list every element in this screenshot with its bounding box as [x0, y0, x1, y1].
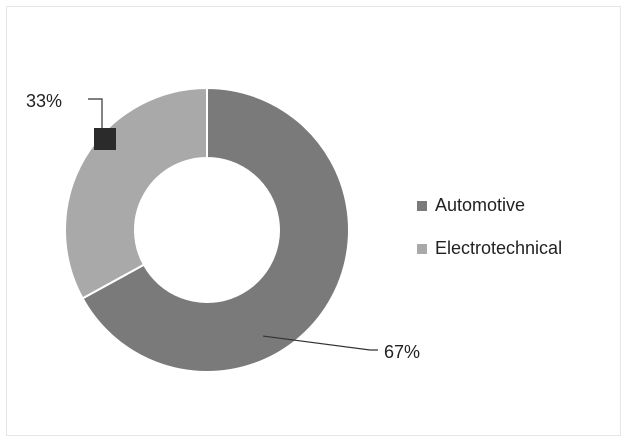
- leader-lines: [88, 98, 378, 351]
- legend-swatch-automotive: [417, 201, 427, 211]
- legend-label-electrotechnical: Electrotechnical: [435, 238, 562, 258]
- leader-line-automotive: [263, 335, 378, 351]
- leader-line-electrotechnical: [88, 98, 103, 135]
- legend-label-automotive: Automotive: [435, 195, 525, 215]
- legend: Automotive Electrotechnical: [417, 195, 562, 258]
- data-label-electrotechnical: 33%: [26, 91, 62, 111]
- data-labels: 67% 33%: [26, 91, 420, 362]
- slice-electrotechnical: [64, 86, 208, 300]
- data-label-automotive: 67%: [384, 342, 420, 362]
- label-marker-electrotechnical: [94, 128, 116, 150]
- slice-automotive: [81, 86, 350, 373]
- legend-swatch-electrotechnical: [417, 244, 427, 254]
